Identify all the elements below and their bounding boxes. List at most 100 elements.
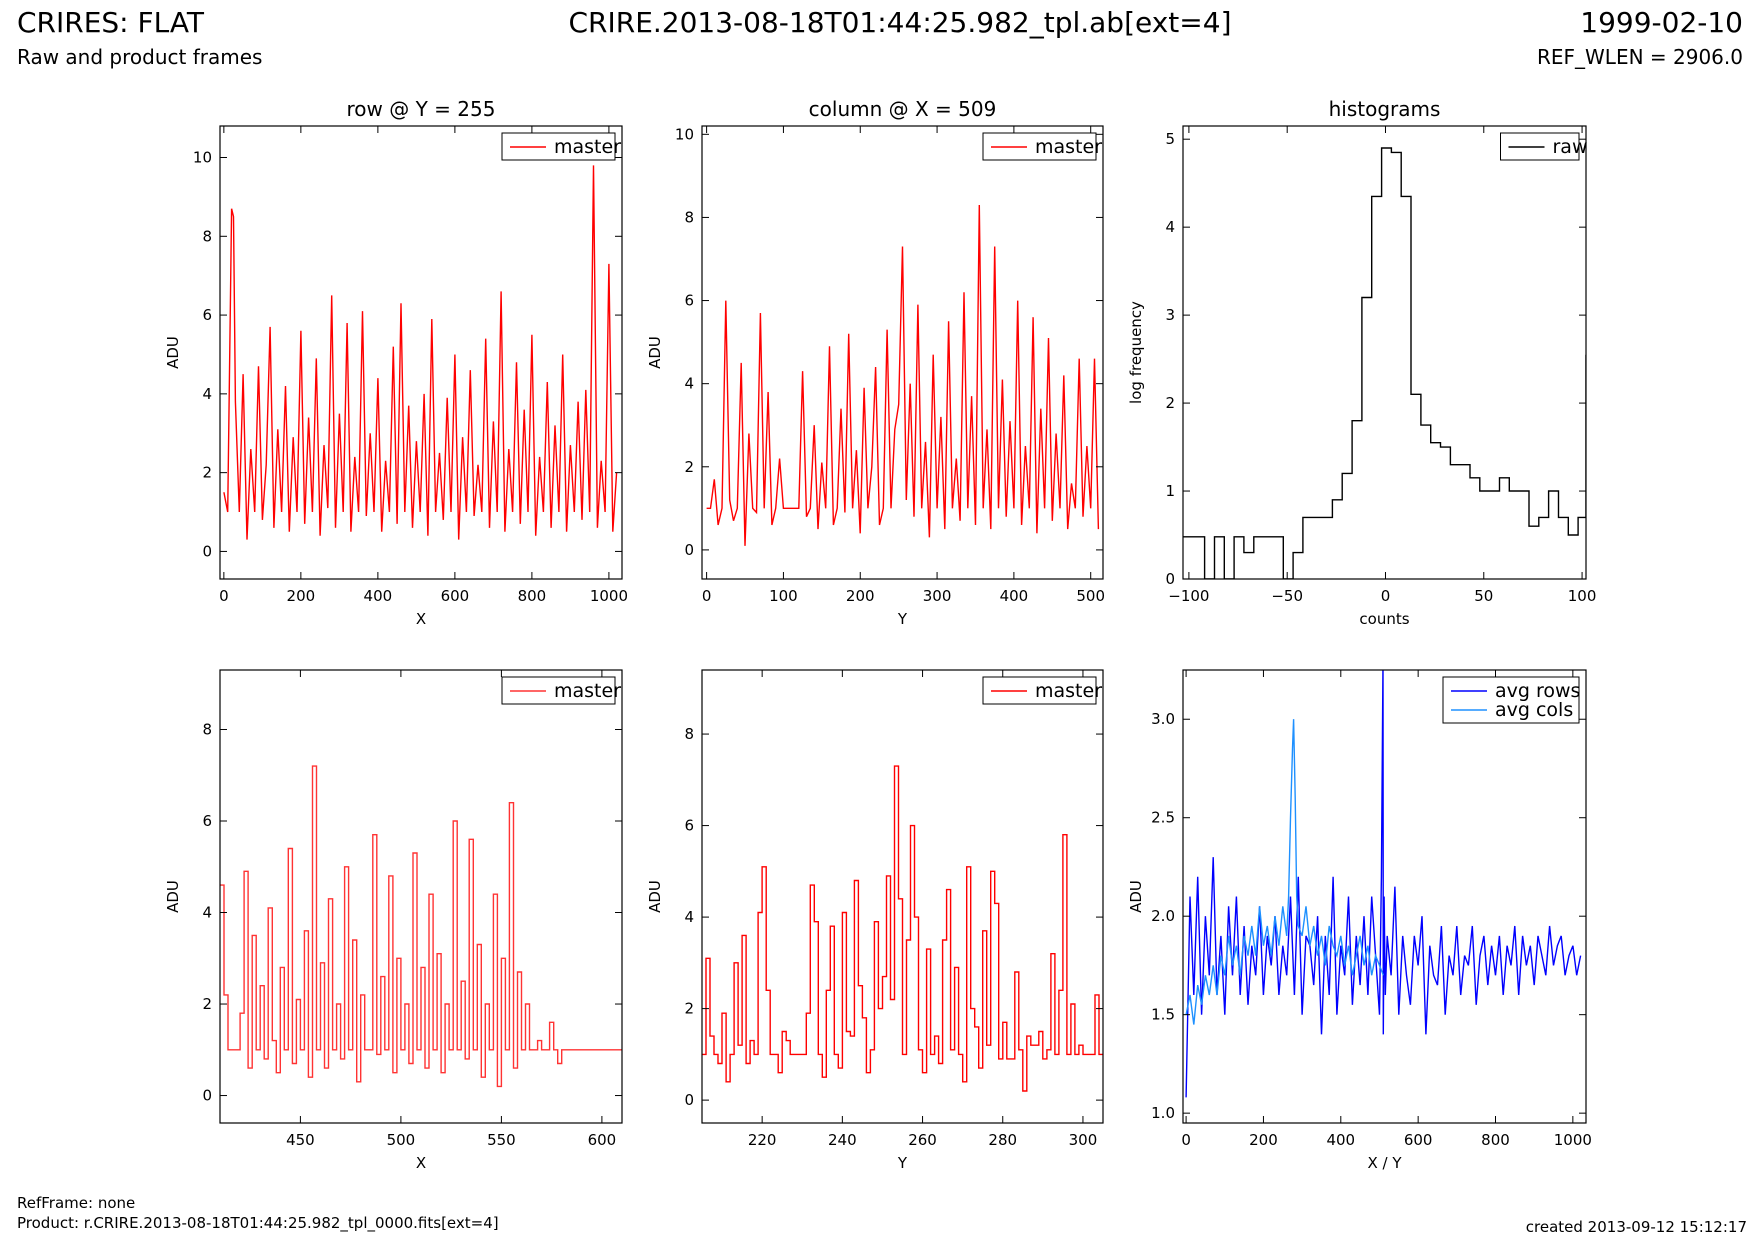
y-tick-label: 6: [684, 292, 694, 310]
x-axis-label: X / Y: [1367, 1154, 1402, 1172]
y-tick-label: 4: [202, 904, 212, 922]
legend: raw: [1500, 132, 1588, 161]
x-tick-label: 400: [1326, 1131, 1355, 1149]
series-line-averages-1: [1185, 719, 1384, 1025]
y-tick-label: 4: [202, 385, 212, 403]
y-tick-label: 6: [202, 306, 212, 324]
y-axis-label: log frequency: [1127, 301, 1145, 404]
plot-frame: [219, 125, 623, 580]
created-label: created 2013-09-12 15:12:17: [1525, 1218, 1747, 1236]
y-tick-label: 4: [1165, 218, 1175, 236]
y-axis-label: ADU: [1127, 880, 1145, 913]
y-tick-label: 1.5: [1151, 1006, 1175, 1024]
date-label: 1999-02-10: [1580, 6, 1743, 39]
y-tick-label: 2: [684, 1000, 694, 1018]
y-tick-label: 3: [1165, 306, 1175, 324]
x-tick-label: 0: [1381, 587, 1391, 605]
x-axis-label: Y: [897, 1154, 908, 1172]
series-line-column-full-0: [706, 204, 1100, 546]
legend-label: avg rows: [1495, 680, 1580, 702]
chart-title: column @ X = 509: [809, 97, 997, 121]
y-tick-label: 4: [684, 908, 694, 926]
chart-column-zoom: 220 240 260 280 300 0 2 4 6 8 Y ADU master: [646, 669, 1104, 1172]
x-tick-label: 800: [518, 587, 547, 605]
product-label: Product: r.CRIRE.2013-08-18T01:44:25.982…: [17, 1214, 499, 1232]
legend: master: [982, 676, 1102, 705]
series-line-averages-0: [1185, 670, 1582, 1098]
x-tick-label: 600: [1404, 1131, 1433, 1149]
x-tick-label: 0: [1181, 1131, 1191, 1149]
legend-label: master: [554, 136, 621, 158]
x-tick-label: 1000: [1554, 1131, 1592, 1149]
chart-row-zoom: 450 500 550 600 0 2 4 6 8 X ADU master: [164, 669, 623, 1172]
legend-label: master: [1035, 136, 1102, 158]
y-tick-label: 2.0: [1151, 907, 1175, 925]
x-tick-label: −100: [1168, 587, 1209, 605]
x-tick-label: 300: [1069, 1131, 1098, 1149]
legend: master: [501, 676, 621, 705]
x-tick-label: 240: [828, 1131, 857, 1149]
series-line-row-zoom-0: [220, 765, 622, 1088]
y-tick-label: 3.0: [1151, 710, 1175, 728]
x-tick-label: 100: [1568, 587, 1597, 605]
y-tick-label: 1.0: [1151, 1104, 1175, 1122]
x-tick-label: 600: [441, 587, 470, 605]
y-tick-label: 0: [202, 1087, 212, 1105]
y-axis-label: ADU: [646, 336, 664, 369]
legend-label: master: [1035, 680, 1102, 702]
x-tick-label: 500: [1076, 587, 1105, 605]
y-tick-label: 8: [684, 208, 694, 226]
chart-title: histograms: [1329, 97, 1441, 121]
y-tick-label: 5: [1165, 130, 1175, 148]
y-tick-label: 10: [193, 149, 212, 167]
y-tick-label: 0: [684, 1091, 694, 1109]
y-axis-label: ADU: [164, 880, 182, 913]
x-axis-label: X: [416, 1154, 426, 1172]
y-tick-label: 0: [684, 541, 694, 559]
y-tick-label: 10: [675, 125, 694, 143]
plot-frame: [701, 125, 1104, 580]
x-tick-label: 200: [846, 587, 875, 605]
x-tick-label: 200: [1249, 1131, 1278, 1149]
plot-frame: [701, 669, 1104, 1124]
x-tick-label: 0: [702, 587, 712, 605]
y-tick-label: 6: [202, 812, 212, 830]
x-tick-label: 100: [769, 587, 798, 605]
x-tick-label: 0: [219, 587, 229, 605]
page-title: CRIRES: FLAT: [17, 6, 204, 39]
legend-label: avg cols: [1495, 699, 1573, 721]
y-tick-label: 0: [202, 542, 212, 560]
x-axis-label: counts: [1359, 610, 1409, 628]
x-tick-label: 220: [748, 1131, 777, 1149]
series-line-row-full-0: [223, 165, 618, 540]
y-tick-label: 8: [684, 725, 694, 743]
x-tick-label: 500: [387, 1131, 416, 1149]
legend-label: master: [554, 680, 621, 702]
file-title: CRIRE.2013-08-18T01:44:25.982_tpl.ab[ext…: [568, 6, 1232, 39]
plot-frame: [1182, 669, 1587, 1124]
x-tick-label: 450: [286, 1131, 315, 1149]
y-axis-label: ADU: [164, 336, 182, 369]
x-axis-label: Y: [897, 610, 908, 628]
series-line-column-zoom-0: [702, 765, 1103, 1092]
plot-frame: [219, 669, 623, 1124]
y-tick-label: 8: [202, 227, 212, 245]
x-axis-label: X: [416, 610, 426, 628]
x-tick-label: 280: [988, 1131, 1017, 1149]
legend: master: [501, 132, 621, 161]
y-tick-label: 4: [684, 375, 694, 393]
chart-histograms: −100 −50 0 50 100 0 1 2 3 4 5 histograms counts log f…: [1127, 97, 1596, 628]
chart-averages: 0 200 400 600 800 1000 1.0 1.5 2.0 2.5 3.0 X / Y ADU…: [1127, 669, 1592, 1172]
y-tick-label: 8: [202, 720, 212, 738]
x-tick-label: 550: [487, 1131, 516, 1149]
refframe-label: RefFrame: none: [17, 1194, 136, 1212]
series-line-histograms-0: [1183, 147, 1586, 579]
x-tick-label: 400: [1000, 587, 1029, 605]
x-tick-label: 800: [1481, 1131, 1510, 1149]
y-tick-label: 0: [1165, 570, 1175, 588]
chart-row-full: 0 200 400 600 800 1000 0 2 4 6 8 10 row @ Y = 255 X AD…: [164, 97, 628, 628]
x-tick-label: 260: [908, 1131, 937, 1149]
y-tick-label: 2: [1165, 394, 1175, 412]
y-axis-label: ADU: [646, 880, 664, 913]
